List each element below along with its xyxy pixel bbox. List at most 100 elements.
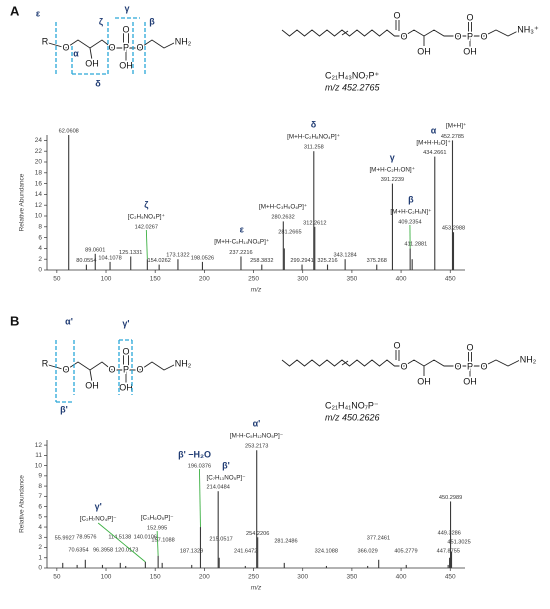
peak-label: 450.2989 <box>439 495 462 501</box>
peak-label: 409.2354 <box>398 219 421 225</box>
peak-label: 405.2779 <box>394 548 417 554</box>
cleavage-label: γ <box>124 3 129 13</box>
peak-label: 55.9927 <box>55 535 75 541</box>
y-axis-label: Relative Abundance <box>19 475 26 533</box>
peak-label: 142.0267 <box>135 224 158 230</box>
y-tick-label: 4 <box>38 524 42 531</box>
atom-label: O <box>466 12 473 22</box>
mz-label: m/z 452.2765 <box>325 82 381 92</box>
atom-label: NH₂ <box>520 354 537 364</box>
fragment-ion: [M+H-C₃H₉O₆P]⁺ <box>259 204 307 211</box>
x-tick-label: 300 <box>297 276 308 283</box>
fragment-ion: [C₂H₉NO₄P]⁺ <box>128 214 165 221</box>
x-tick-label: 300 <box>297 574 308 581</box>
atom-label: O <box>400 31 407 41</box>
atom-label: R <box>42 36 49 46</box>
formula: C₂₁H₄₃NO₇P⁺ <box>325 70 379 80</box>
fragment-ion: [C₂H₇NO₄P]⁻ <box>80 516 117 523</box>
atom-label: O <box>136 42 143 52</box>
peak-label: 325.216 <box>317 258 337 264</box>
fragment-label: δ <box>311 119 317 129</box>
x-tick-label: 100 <box>101 574 112 581</box>
leader-line <box>97 522 146 563</box>
fragment-ion: [M-H-C₅H₁₂NO₅P]⁻ <box>230 433 283 440</box>
atom-label: O <box>466 342 473 352</box>
peak-label: 154.0262 <box>147 258 170 264</box>
atom-label: P <box>123 42 129 52</box>
cleavage-label: α <box>73 48 79 58</box>
fragment-ion: [M+H-C₅H₁₄NO₆P]⁺ <box>214 239 269 246</box>
y-tick-label: 10 <box>35 462 43 469</box>
y-tick-label: 8 <box>38 483 42 490</box>
atom-label: O <box>393 10 400 20</box>
fragment-ion: [M+H-C₂H₈NO₄P]⁺ <box>287 134 340 141</box>
peak-label: 198.0526 <box>191 255 214 261</box>
y-tick-label: 3 <box>38 534 42 541</box>
peak-label: 411.2881 <box>404 241 427 247</box>
fragment-ion: [C₃H₆O₅P]⁻ <box>141 515 174 522</box>
atom-label: O <box>136 364 143 374</box>
x-tick-label: 150 <box>150 574 161 581</box>
peak-label: 280.2632 <box>271 214 294 220</box>
fragment-ion: [M+H-C₂H₅N]⁺ <box>390 209 431 216</box>
peak-label: 173.1322 <box>166 253 189 259</box>
peak-label: 451.3025 <box>447 539 470 545</box>
peak-label: 453.2988 <box>442 226 465 232</box>
atom-label: O <box>122 346 129 356</box>
atom-label: O <box>480 31 487 41</box>
peak-label: 62.0608 <box>59 128 79 134</box>
fragment-ion: [M+H]⁺ <box>446 123 466 130</box>
y-tick-label: 12 <box>35 202 43 209</box>
cleavage-label: β' <box>60 404 68 414</box>
y-tick-label: 7 <box>38 493 42 500</box>
peak-label: 258.3832 <box>250 258 273 264</box>
x-tick-label: 250 <box>248 574 259 581</box>
fragment-label: β <box>408 194 414 204</box>
fragment-label: α' <box>253 418 261 428</box>
x-tick-label: 400 <box>396 276 407 283</box>
peak-label: 377.2461 <box>367 535 390 541</box>
atom-label: O <box>108 42 115 52</box>
peak-label: 215.0517 <box>209 536 232 542</box>
peak-label: 120.0173 <box>115 547 138 553</box>
fragment-label: β' <box>222 460 230 470</box>
peak-label: 299.2941 <box>290 258 313 264</box>
x-tick-label: 450 <box>445 276 456 283</box>
peak-label: 214.0484 <box>207 485 230 491</box>
atom-label: O <box>62 42 69 52</box>
peak-label: 140.0106 <box>134 534 157 540</box>
y-tick-label: 10 <box>35 213 43 220</box>
x-tick-label: 450 <box>445 574 456 581</box>
peak-label: 281.2665 <box>278 229 301 235</box>
peak-label: 281.2486 <box>274 538 297 544</box>
panel-label: A <box>10 3 20 18</box>
x-tick-label: 50 <box>53 574 61 581</box>
cleavage-label: β <box>149 16 155 26</box>
fragment-label: γ' <box>95 501 102 511</box>
peak-label: 157.1088 <box>151 537 174 543</box>
peak-label: 447.8755 <box>437 548 460 554</box>
bond <box>89 369 93 383</box>
bond <box>341 360 349 366</box>
bond <box>44 39 177 49</box>
leader-line <box>198 468 201 528</box>
peak-label: 96.3958 <box>93 547 113 553</box>
peak-label: 434.2661 <box>423 150 446 156</box>
peak-label: 452.2785 <box>441 134 464 140</box>
bond <box>281 29 521 37</box>
atom-label: O <box>454 361 461 371</box>
fragment-label: γ <box>390 152 395 162</box>
atom-label: P <box>123 364 129 374</box>
panel-label: B <box>10 313 19 328</box>
y-tick-label: 6 <box>38 234 42 241</box>
peak-label: 104.1078 <box>98 255 121 261</box>
peak-label: 89.0601 <box>85 247 105 253</box>
fragment-ion: [C₇H₁₃NO₅P]⁻ <box>207 475 246 482</box>
fragment-label: ζ <box>144 199 148 209</box>
y-tick-label: 5 <box>38 514 42 521</box>
peak-label: 449.3286 <box>438 530 461 536</box>
y-axis-label: Relative Abundance <box>19 173 26 231</box>
y-tick-label: 0 <box>38 565 42 572</box>
y-tick-label: 24 <box>35 137 43 144</box>
peak-label: 254.2206 <box>246 531 269 537</box>
